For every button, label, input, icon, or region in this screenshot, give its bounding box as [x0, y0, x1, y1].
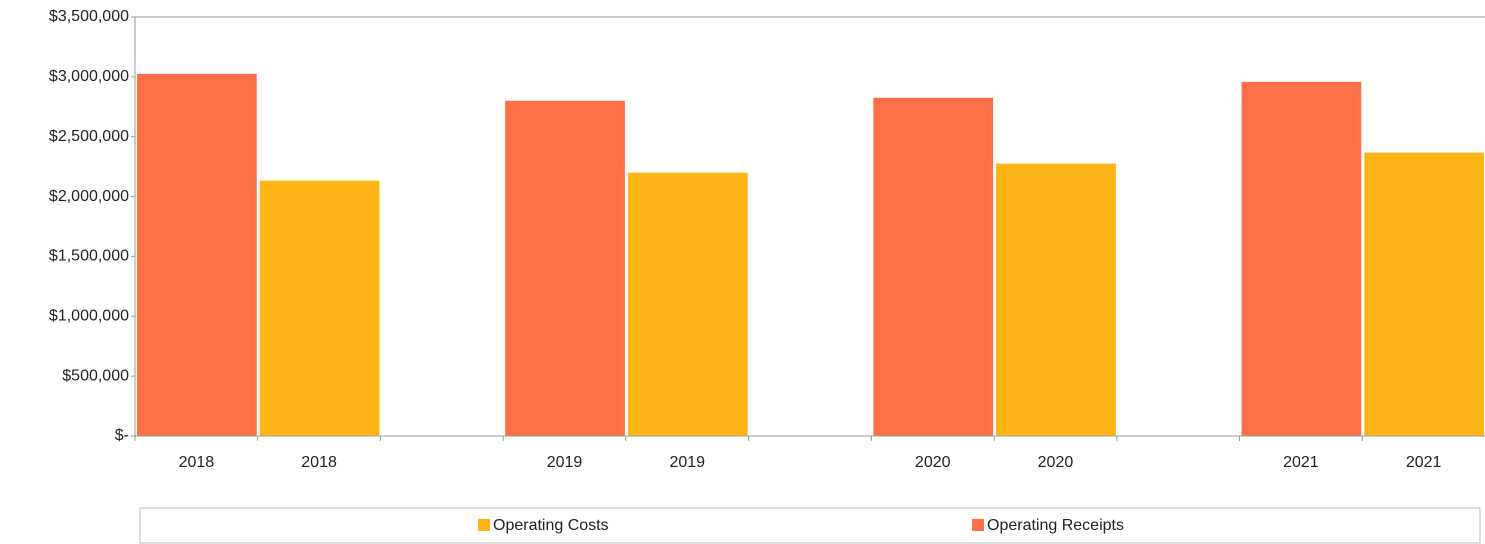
- legend-label: Operating Costs: [493, 517, 609, 534]
- x-tick-label: 2020: [915, 454, 951, 471]
- bar: [259, 180, 380, 436]
- legend-swatch: [478, 519, 490, 531]
- bar: [1241, 81, 1362, 437]
- bar: [505, 100, 625, 437]
- x-tick-label: 2018: [301, 454, 337, 471]
- y-tick-label: $2,500,000: [49, 128, 129, 145]
- legend-label: Operating Receipts: [987, 517, 1124, 534]
- x-tick-label: 2021: [1406, 454, 1442, 471]
- bar: [137, 73, 257, 436]
- bar: [873, 97, 994, 437]
- legend-swatch: [972, 519, 984, 531]
- bar: [996, 163, 1116, 436]
- x-tick-label: 2019: [547, 454, 583, 471]
- y-tick-label: $3,500,000: [49, 8, 129, 25]
- y-tick-label: $3,000,000: [49, 68, 129, 85]
- y-tick-label: $2,000,000: [49, 188, 129, 205]
- y-tick-label: $-: [115, 427, 129, 444]
- x-tick-label: 2021: [1283, 454, 1319, 471]
- bar: [627, 172, 748, 436]
- bar: [1364, 152, 1484, 436]
- x-tick-label: 2020: [1038, 454, 1074, 471]
- y-tick-label: $500,000: [62, 367, 129, 384]
- x-tick-label: 2018: [179, 454, 215, 471]
- x-tick-label: 2019: [669, 454, 705, 471]
- y-tick-label: $1,500,000: [49, 248, 129, 265]
- y-tick-label: $1,000,000: [49, 308, 129, 325]
- legend-box: [139, 507, 1481, 544]
